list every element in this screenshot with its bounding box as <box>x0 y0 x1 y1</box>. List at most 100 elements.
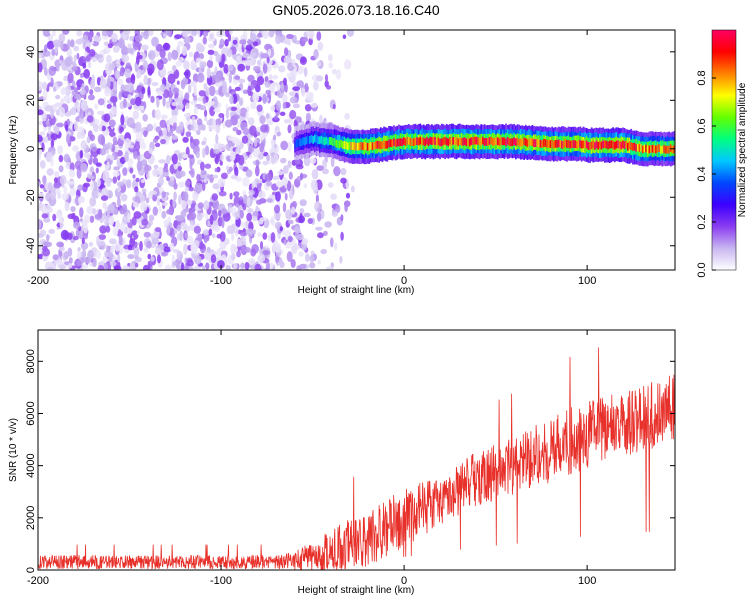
signal-cell <box>355 142 357 151</box>
noise-cell <box>216 30 225 38</box>
noise-cell <box>46 234 50 242</box>
noise-cell <box>147 63 155 75</box>
noise-cell <box>176 80 180 85</box>
noise-cell <box>135 130 143 142</box>
noise-cell <box>84 51 88 57</box>
noise-cell <box>57 145 63 155</box>
noise-cell <box>254 263 262 270</box>
noise-cell <box>75 38 83 45</box>
noise-cell <box>292 58 296 67</box>
noise-cell <box>284 192 288 201</box>
noise-cell <box>248 258 256 266</box>
noise-cell <box>117 254 121 263</box>
noise-cell <box>246 151 251 156</box>
signal-cell <box>335 139 338 148</box>
noise-cell <box>227 48 233 58</box>
noise-cell <box>140 142 147 150</box>
signal-cell <box>417 137 420 146</box>
noise-cell <box>107 203 115 214</box>
signal-cell <box>460 137 463 146</box>
noise-cell <box>141 87 146 95</box>
signal-cell <box>309 136 311 144</box>
noise-cell <box>245 44 253 51</box>
noise-cell <box>188 212 197 220</box>
noise-cell <box>160 252 169 257</box>
noise-cell <box>127 158 134 167</box>
signal-cell <box>439 138 441 147</box>
noise-cell <box>91 146 98 152</box>
colorbar-tick-label: 0.0 <box>696 262 708 277</box>
noise-cell <box>309 254 315 263</box>
noise-cell <box>322 159 327 169</box>
noise-cell <box>208 124 216 131</box>
signal-cell <box>314 134 316 143</box>
colorbar-label: Normalized spectral amplitude <box>737 82 748 217</box>
noise-cell <box>38 218 42 230</box>
noise-cell <box>201 141 207 146</box>
signal-cell <box>384 141 387 149</box>
noise-cell <box>208 85 216 97</box>
noise-cell <box>102 96 107 107</box>
noise-cell <box>129 36 134 41</box>
noise-cell <box>309 157 317 164</box>
noise-cell <box>98 234 107 241</box>
signal-cell <box>546 140 549 148</box>
noise-cell <box>172 198 176 208</box>
noise-cell <box>270 216 276 226</box>
signal-cell <box>312 136 315 144</box>
noise-cell <box>69 186 77 197</box>
noise-cell <box>233 191 240 198</box>
noise-cell <box>298 215 305 224</box>
signal-cell <box>295 139 298 148</box>
noise-cell <box>194 182 203 194</box>
signal-cell <box>419 136 422 145</box>
noise-cell <box>204 251 210 261</box>
noise-cell <box>325 266 334 270</box>
noise-cell <box>74 94 82 100</box>
noise-cell <box>51 48 56 56</box>
signal-cell <box>592 140 595 149</box>
noise-cell <box>286 251 293 263</box>
signal-cell <box>496 137 499 146</box>
noise-cell <box>102 202 107 209</box>
noise-cell <box>193 266 199 270</box>
signal-cell <box>302 137 305 145</box>
noise-cell <box>87 249 94 261</box>
noise-cell <box>76 168 82 179</box>
signal-cell <box>664 145 667 154</box>
noise-cell <box>133 211 142 219</box>
noise-cell <box>79 73 84 79</box>
signal-cell <box>323 137 326 146</box>
noise-cell <box>340 167 347 176</box>
noise-cell <box>236 238 242 247</box>
noise-cell <box>275 191 281 202</box>
noise-cell <box>134 34 143 43</box>
snr-x-ticks: -200 -100 0 100 <box>27 330 596 587</box>
noise-cell <box>262 160 269 166</box>
noise-cell <box>218 191 227 197</box>
signal-cell <box>618 140 621 149</box>
noise-cell <box>262 93 267 105</box>
noise-cell <box>188 154 194 159</box>
noise-cell <box>122 44 126 52</box>
noise-cell <box>161 210 167 219</box>
noise-cell <box>324 74 329 83</box>
noise-cell <box>286 33 294 40</box>
noise-cell <box>246 212 253 222</box>
noise-cell <box>74 160 82 171</box>
noise-cell <box>259 217 267 222</box>
noise-cell <box>109 96 118 103</box>
noise-cell <box>249 125 257 136</box>
noise-cell <box>184 232 188 239</box>
noise-cell <box>176 233 181 241</box>
signal-cell <box>445 137 448 146</box>
noise-cell <box>218 44 223 49</box>
noise-cell <box>52 86 57 92</box>
noise-cell <box>87 173 91 179</box>
noise-cell <box>184 92 190 101</box>
noise-cell <box>63 95 71 103</box>
noise-cell <box>50 77 54 88</box>
noise-cell <box>220 208 228 215</box>
noise-cell <box>246 196 251 207</box>
noise-cell <box>117 78 124 86</box>
